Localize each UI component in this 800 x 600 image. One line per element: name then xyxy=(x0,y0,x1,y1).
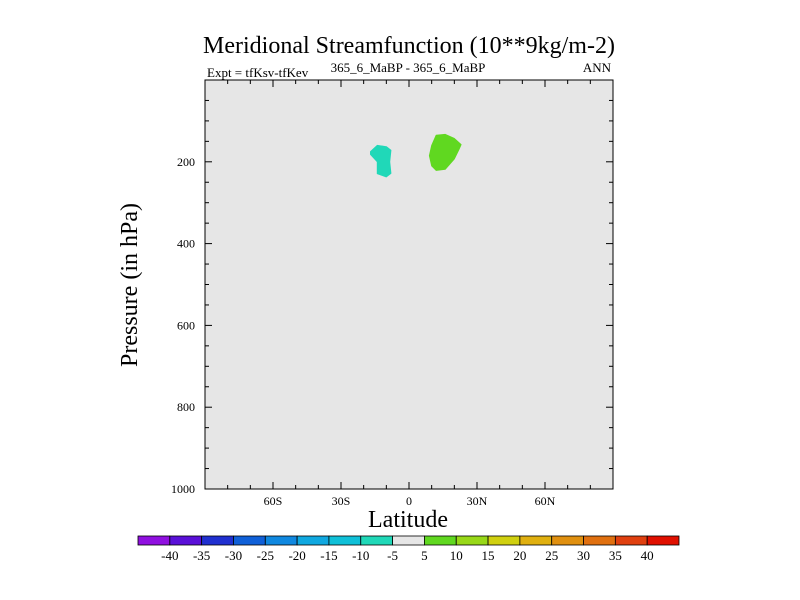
colorbar-swatch xyxy=(392,535,425,546)
positive-cell xyxy=(428,133,462,171)
colorbar-label: 25 xyxy=(545,548,558,563)
y-tick-label: 200 xyxy=(177,155,195,169)
y-tick-label: 400 xyxy=(177,237,195,251)
colorbar-label: -20 xyxy=(288,548,305,563)
negative-cell xyxy=(370,144,392,178)
colorbar-label: -30 xyxy=(225,548,242,563)
x-tick-label: 30N xyxy=(467,494,488,508)
colorbar-swatch xyxy=(328,535,362,546)
colorbar-swatch xyxy=(264,535,298,546)
y-tick-label: 600 xyxy=(177,318,195,332)
y-axis-label: Pressure (in hPa) xyxy=(117,203,143,367)
colorbar-label: -40 xyxy=(161,548,178,563)
y-tick-label: 800 xyxy=(177,400,195,414)
colorbar-label: 5 xyxy=(421,548,428,563)
y-tick-labels: 200 400 600 800 1000 xyxy=(171,155,195,496)
colorbar-swatch xyxy=(360,535,393,546)
colorbar-swatch xyxy=(646,535,680,546)
colorbar-swatch xyxy=(551,535,584,546)
colorbar-labels: -40 -35 -30 -25 -20 -15 -10 -5 5 10 15 20 25 30 35 40 xyxy=(161,548,654,563)
x-axis-label: Latitude xyxy=(368,507,448,533)
x-tick-label: 60N xyxy=(535,494,556,508)
colorbar-label: -25 xyxy=(257,548,274,563)
colorbar-label: 10 xyxy=(450,548,463,563)
colorbar-swatch xyxy=(424,535,457,546)
colorbar-swatch xyxy=(233,535,266,546)
subtitle-right: ANN xyxy=(583,60,612,75)
x-tick-label: 30S xyxy=(332,494,351,508)
colorbar-swatch xyxy=(137,535,171,546)
colorbar-label: -10 xyxy=(352,548,369,563)
colorbar-label: 35 xyxy=(609,548,622,563)
colorbar-label: 20 xyxy=(513,548,526,563)
subtitle-center: 365_6_MaBP - 365_6_MaBP xyxy=(331,60,486,75)
y-tick-label: 1000 xyxy=(171,482,195,496)
x-tick-labels: 60S 30S 0 30N 60N xyxy=(264,494,556,508)
colorbar-label: -5 xyxy=(387,548,398,563)
colorbar-label: 30 xyxy=(577,548,590,563)
colorbar-label: -15 xyxy=(320,548,337,563)
colorbar-swatch xyxy=(296,535,330,546)
colorbar xyxy=(137,535,680,546)
colorbar-swatch xyxy=(583,535,616,546)
colorbar-swatch xyxy=(201,535,234,546)
colorbar-label: 15 xyxy=(482,548,495,563)
colorbar-label: -35 xyxy=(193,548,210,563)
colorbar-swatch xyxy=(614,535,648,546)
chart-title: Meridional Streamfunction (10**9kg/m-2) xyxy=(203,33,615,59)
x-tick-label: 0 xyxy=(406,494,412,508)
colorbar-swatch xyxy=(455,535,489,546)
contour-features xyxy=(370,133,462,178)
colorbar-swatch xyxy=(519,535,553,546)
colorbar-swatch xyxy=(487,535,521,546)
subtitle-left: Expt = tfKsv-tfKev xyxy=(207,65,309,80)
plot-area xyxy=(205,80,613,489)
colorbar-label: 40 xyxy=(641,548,654,563)
axis-ticks xyxy=(204,80,614,490)
colorbar-swatch xyxy=(169,535,203,546)
x-tick-label: 60S xyxy=(264,494,283,508)
